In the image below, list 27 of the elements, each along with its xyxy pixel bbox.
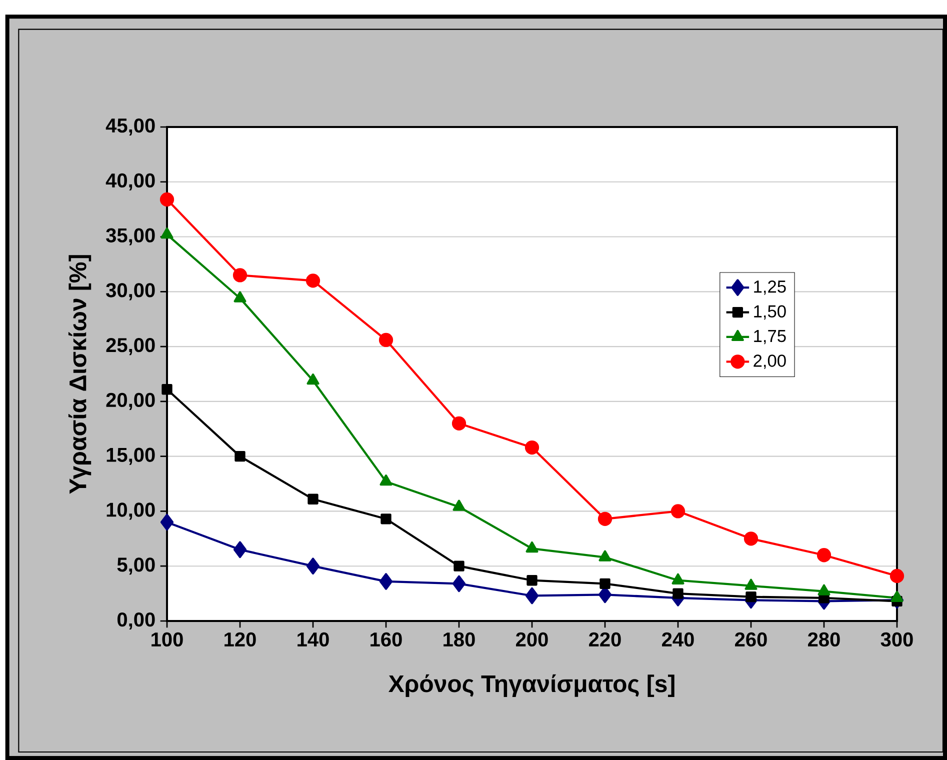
legend-label: 1,75 bbox=[754, 330, 786, 344]
y-tick-label: 35,00 bbox=[106, 228, 155, 246]
y-tick-label: 0,00 bbox=[117, 612, 155, 630]
y-tick-label: 40,00 bbox=[106, 173, 155, 190]
y-tick-label: 10,00 bbox=[106, 502, 155, 520]
x-tick-label: 200 bbox=[516, 632, 548, 647]
x-tick-label: 280 bbox=[808, 632, 840, 647]
y-tick-label: 5,00 bbox=[117, 558, 155, 575]
legend-label: 1,25 bbox=[754, 280, 786, 295]
x-tick-label: 120 bbox=[224, 632, 256, 647]
x-tick-label: 300 bbox=[880, 632, 913, 647]
y-tick-label: 15,00 bbox=[106, 448, 155, 465]
x-tick-label: 100 bbox=[152, 632, 183, 647]
y-tick-label: 45,00 bbox=[106, 118, 155, 136]
legend-label: 1,50 bbox=[754, 305, 786, 320]
x-axis-title: Χρόνος Τηγανίσματος [s] bbox=[388, 674, 674, 698]
x-tick-label: 220 bbox=[589, 632, 621, 647]
x-tick-label: 140 bbox=[298, 632, 329, 647]
x-tick-label: 160 bbox=[370, 632, 402, 647]
y-axis-title: Υγρασία Δισκίων [%] bbox=[68, 255, 92, 494]
y-tick-label: 25,00 bbox=[106, 338, 155, 356]
x-tick-label: 240 bbox=[662, 632, 694, 647]
x-tick-label: 260 bbox=[735, 632, 767, 647]
x-tick-label: 180 bbox=[444, 632, 475, 647]
y-tick-label: 20,00 bbox=[106, 392, 155, 410]
y-tick-label: 30,00 bbox=[106, 283, 155, 300]
legend-label: 2,00 bbox=[754, 354, 786, 369]
